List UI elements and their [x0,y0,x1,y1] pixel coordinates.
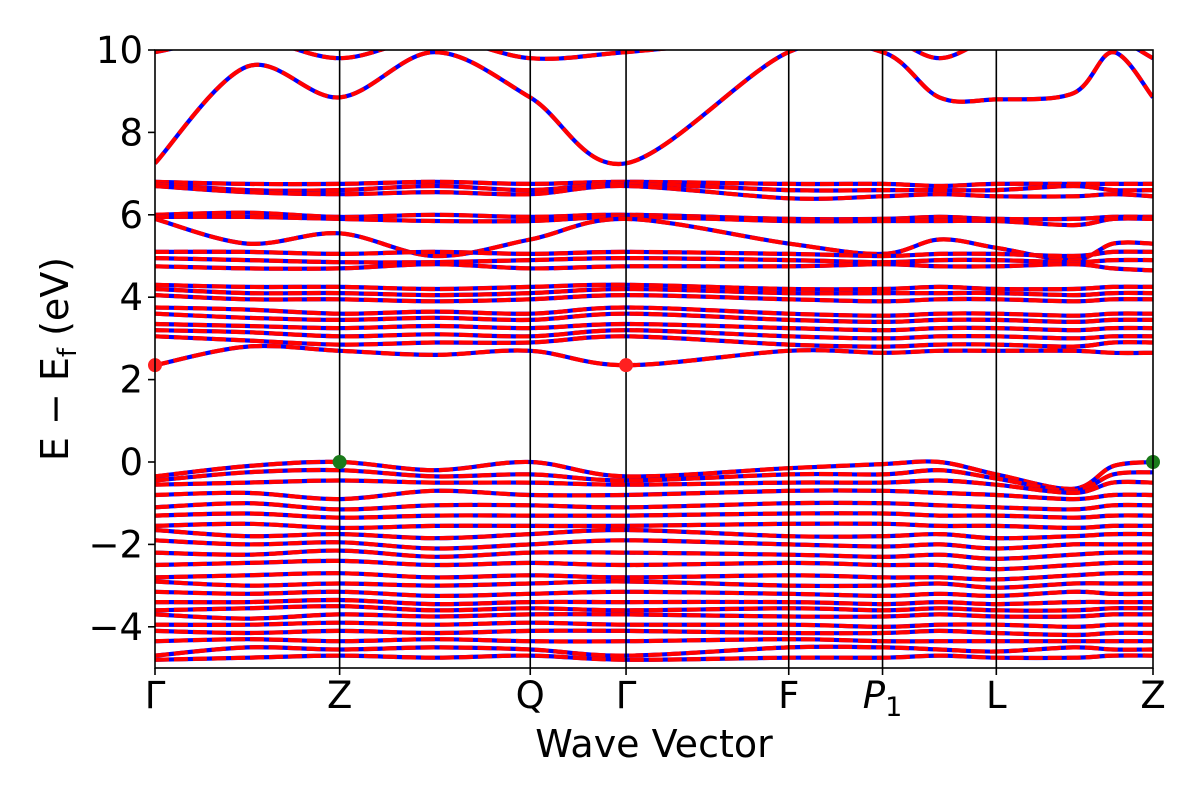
x-tick-label: L [986,674,1007,717]
y-tick-label: 10 [96,29,143,72]
band-spin-down [155,216,1153,263]
y-axis-label: E − Ef (eV) [33,257,83,461]
x-tick-label: Z [327,674,352,717]
x-tick-label: P1 [863,674,903,723]
x-tick-label: F [778,674,799,717]
cbm-marker [619,358,634,373]
y-tick-label: −2 [88,523,143,566]
y-axis-label-unit: (eV) [33,257,77,348]
y-tick-label: 6 [119,194,143,237]
band-spin-down [155,459,1153,491]
y-axis-ticks: 10 8 6 4 2 0 −2 −4 [88,29,155,649]
band-spin-down [155,343,1153,368]
y-tick-label: 0 [119,441,143,484]
band-spin-down [155,50,1153,61]
x-axis-ticks: Γ Z Q Γ F P1 L Z [145,668,1166,723]
band-spin-up [155,50,1153,167]
y-tick-label: 2 [119,359,143,402]
plot-frame [154,49,1154,669]
y-tick-label: 8 [119,111,143,154]
x-tick-label: Γ [145,674,166,717]
x-tick-label: Γ [616,674,637,717]
y-tick-label: 4 [119,276,143,319]
band-spin-up [155,50,1153,61]
x-axis-label: Wave Vector [535,722,773,766]
extrema-markers [148,358,1160,469]
y-axis-label-main: E − E [33,357,77,461]
y-tick-label: −4 [88,606,143,649]
x-tick-label: Z [1140,674,1165,717]
y-axis-label-subscript: f [53,347,83,357]
kpoint-lines [338,50,998,668]
band-spin-down [155,50,1153,167]
vbm-marker [332,455,347,469]
bands-layer [155,50,1153,662]
x-tick-label: Q [516,674,545,717]
